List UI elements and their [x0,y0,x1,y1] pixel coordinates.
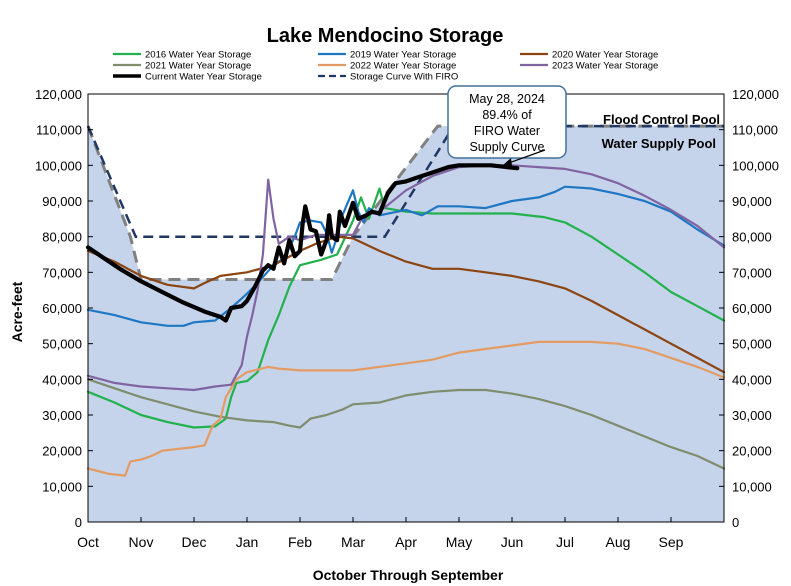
water-supply-pool-area [88,126,724,522]
callout-box [447,85,567,159]
x-tick-label: Jun [501,534,524,550]
y-tick-label-right: 60,000 [732,301,772,316]
legend-label: 2016 Water Year Storage [145,50,251,61]
y-tick-label-right: 80,000 [732,230,772,245]
callout-arrowhead [503,158,512,166]
x-tick-label: Aug [606,534,631,550]
legend-label: 2021 Water Year Storage [145,61,251,72]
y-tick-label-left: 20,000 [42,444,82,459]
series-line-1 [86,185,726,327]
callout-text-1: May 28, 2024 [469,92,545,106]
legend-label: Current Water Year Storage [145,72,262,83]
callout-text-4: Supply Curve [469,140,544,154]
series-line-3 [86,378,726,470]
legend-label: 2023 Water Year Storage [552,61,658,72]
x-tick-label: Mar [341,534,365,550]
series-line-2 [86,235,726,374]
y-tick-label-right: 20,000 [732,444,772,459]
x-tick-label: Apr [395,534,417,550]
y-axis-label: Acre-feet [9,281,25,342]
x-tick-label: Jan [236,534,259,550]
water-supply-pool-label: Water Supply Pool [602,136,716,151]
y-tick-label-right: 90,000 [732,194,772,209]
y-tick-label-right: 70,000 [732,265,772,280]
y-tick-label-left: 0 [75,515,82,530]
y-tick-label-left: 110,000 [36,123,82,138]
firo-curve [86,124,724,238]
y-tick-label-left: 50,000 [42,337,82,352]
y-tick-label-left: 80,000 [42,230,82,245]
series-line-4 [86,340,726,477]
x-tick-label: Feb [288,534,312,550]
x-tick-label: Oct [77,534,99,550]
flood-control-pool-label: Flood Control Pool [603,112,720,127]
y-tick-label-left: 70,000 [42,265,82,280]
x-tick-label: Dec [182,534,207,550]
y-tick-label-right: 120,000 [732,87,779,102]
rule-curve-gray [86,124,724,281]
callout-arrow [505,149,546,165]
chart-title: Lake Mendocino Storage [267,25,504,47]
y-tick-label-left: 10,000 [42,479,82,494]
y-tick-label-left: 100,000 [35,158,82,173]
x-tick-label: Nov [129,534,154,550]
y-tick-label-right: 0 [732,515,739,530]
callout-text-2: 89.4% of [482,108,532,122]
legend: 2016 Water Year Storage 2019 Water Year S… [113,50,658,83]
legend-label: 2020 Water Year Storage [552,50,658,61]
legend-label: 2019 Water Year Storage [350,50,456,61]
legend-label: 2022 Water Year Storage [350,61,456,72]
y-tick-label-left: 30,000 [42,408,82,423]
y-tick-label-right: 40,000 [732,372,772,387]
x-tick-label: Jul [556,534,574,550]
y-tick-label-left: 60,000 [42,301,82,316]
y-tick-label-right: 100,000 [732,158,779,173]
y-tick-label-right: 50,000 [732,337,772,352]
callout-text-3: FIRO Water [474,124,540,138]
y-tick-label-left: 120,000 [35,87,82,102]
x-tick-label: Sep [659,534,684,550]
legend-label: Storage Curve With FIRO [350,72,458,83]
y-tick-label-right: 10,000 [732,479,772,494]
x-tick-label: May [446,534,472,550]
y-tick-label-right: 30,000 [732,408,772,423]
x-axis-label: October Through September [313,567,504,583]
series-line-6 [85,163,520,323]
y-tick-label-right: 110,000 [732,123,778,138]
y-tick-label-left: 40,000 [42,372,82,387]
y-tick-label-left: 90,000 [42,194,82,209]
plot-area: 0 0 10,000 10,000 20,000 20,000 30,000 30,000 40… [35,85,779,550]
